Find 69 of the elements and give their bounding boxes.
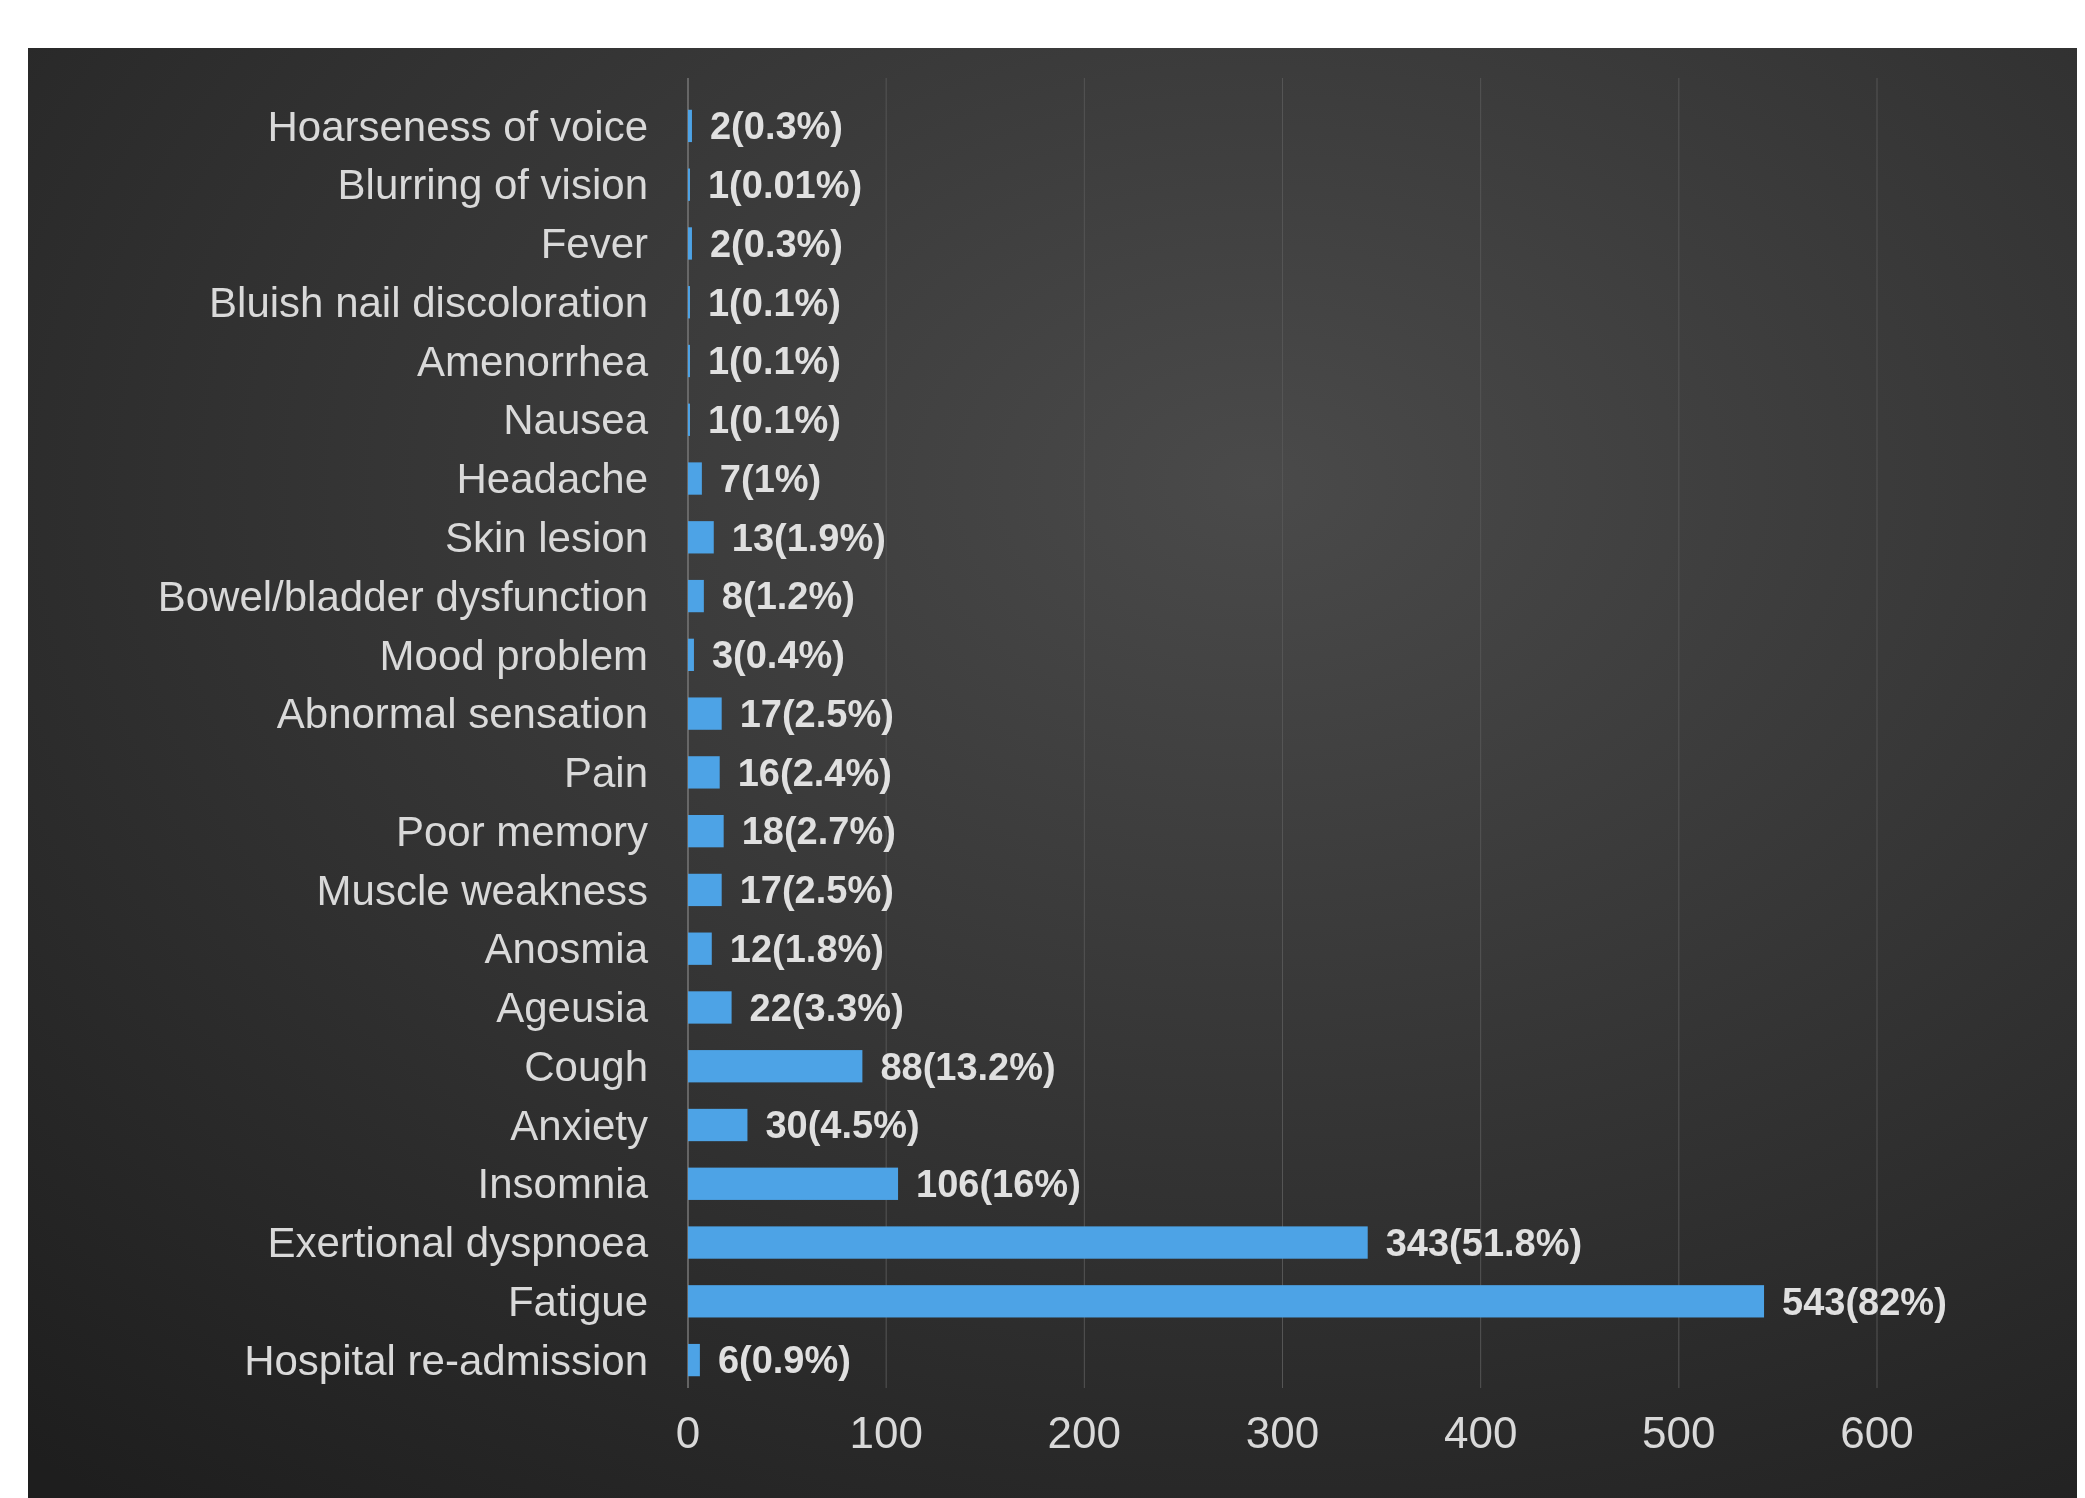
data-label: 1(0.01%) [707, 163, 863, 206]
y-tick-label: Ageusia [496, 984, 649, 1032]
data-label: 12(1.8%) [729, 927, 884, 970]
data-label: 1(0.1%) [707, 340, 842, 383]
y-tick-label: Bluish nail discoloration [209, 278, 648, 326]
data-label: 343(51.8%) [1385, 1221, 1583, 1264]
x-tick-label: 300 [1245, 1408, 1320, 1457]
data-label: 88(13.2%) [880, 1045, 1056, 1088]
y-tick-label: Skin lesion [444, 514, 648, 562]
data-label: 30(4.5%) [765, 1104, 920, 1147]
data-label: 2(0.3%) [709, 222, 844, 265]
x-tick-label: 0 [675, 1408, 701, 1457]
y-tick-label: Nausea [503, 396, 649, 444]
y-tick-label: Hospital re-admission [244, 1336, 648, 1384]
data-label: 1(0.1%) [707, 281, 842, 324]
bar [688, 1285, 1765, 1318]
bar [688, 991, 732, 1024]
bar [688, 756, 720, 789]
bar [688, 1343, 700, 1377]
bar [688, 579, 704, 613]
y-tick-label: Poor memory [395, 807, 648, 855]
y-tick-label: Hoarseness of voice [267, 102, 648, 150]
y-tick-label: Fever [540, 220, 649, 268]
bar [688, 814, 724, 848]
y-tick-label: Exertional dyspnoea [267, 1219, 649, 1267]
y-tick-label: Headache [456, 455, 648, 503]
data-label: 7(1%) [719, 457, 822, 500]
data-label: 543(82%) [1782, 1280, 1947, 1323]
x-tick-label: 200 [1047, 1408, 1122, 1457]
data-label: 17(2.5%) [739, 692, 894, 735]
bar [688, 873, 722, 907]
y-tick-label: Amenorrhea [416, 337, 649, 385]
bar [688, 227, 692, 260]
bar [688, 932, 712, 965]
x-tick-label: 400 [1443, 1408, 1518, 1457]
data-label: 17(2.5%) [739, 869, 894, 912]
data-label: 106(16%) [916, 1163, 1081, 1206]
data-label: 8(1.2%) [721, 575, 855, 618]
y-tick-label: Blurring of vision [337, 161, 648, 209]
y-tick-label: Mood problem [379, 631, 648, 679]
y-tick-label: Cough [524, 1042, 648, 1090]
y-tick-label: Anosmia [484, 925, 649, 973]
bar [688, 521, 714, 554]
y-tick-label: Pain [563, 749, 648, 797]
bar [688, 1167, 899, 1200]
data-label: 22(3.3%) [749, 986, 904, 1029]
data-label: 13(1.9%) [731, 516, 886, 559]
bar [688, 462, 702, 495]
bar [688, 1050, 863, 1083]
data-label: 16(2.4%) [737, 751, 892, 794]
bar [688, 109, 692, 143]
x-tick-label: 500 [1642, 1408, 1716, 1457]
data-label: 3(0.4%) [711, 634, 846, 677]
data-label: 2(0.3%) [709, 105, 844, 148]
y-tick-label: Anxiety [510, 1101, 648, 1149]
y-tick-label: Abnormal sensation [276, 690, 648, 738]
bar [688, 1108, 748, 1142]
data-label: 1(0.1%) [707, 399, 842, 442]
bar [688, 1226, 1368, 1259]
y-tick-label: Muscle weakness [316, 866, 648, 914]
bar [688, 697, 722, 730]
x-tick-label: 600 [1840, 1408, 1914, 1457]
y-tick-label: Fatigue [507, 1278, 648, 1326]
data-label: 6(0.9%) [717, 1339, 851, 1382]
y-tick-label: Insomnia [477, 1160, 649, 1208]
x-tick-label: 100 [849, 1408, 923, 1457]
bar [688, 638, 694, 672]
data-label: 18(2.7%) [741, 810, 896, 853]
y-tick-label: Bowel/bladder dysfunction [157, 572, 648, 620]
